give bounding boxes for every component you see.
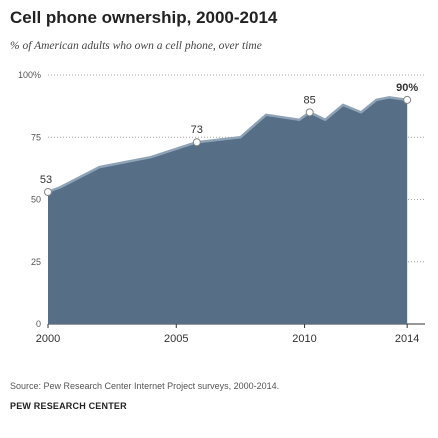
y-axis: 0 25 50 75 100% [18,70,41,329]
chart-subtitle: % of American adults who own a cell phon… [10,40,262,52]
x-axis: 2000 2005 2010 2014 [36,324,419,345]
label-layer: 53 73 85 90% [40,82,419,186]
chart-title: Cell phone ownership, 2000-2014 [10,8,278,27]
data-label: 90% [396,82,418,94]
area-layer [47,96,408,325]
data-point-marker [305,108,314,117]
x-tick-label: 2010 [292,333,316,345]
data-point-marker [403,95,412,104]
data-label: 53 [40,174,52,186]
y-tick-label: 50 [31,195,41,205]
x-tick-label: 2000 [36,333,60,345]
y-tick-label: 0 [36,319,41,329]
area-line [47,96,408,194]
area-fill [48,97,408,325]
data-point-marker [192,138,201,147]
data-label: 73 [191,124,203,136]
y-tick-label: 100% [18,70,41,80]
data-label: 85 [304,94,316,106]
y-tick-label: 25 [31,257,41,267]
marker-layer [44,95,412,197]
x-tick-label: 2005 [164,333,188,345]
x-tick-label: 2014 [395,333,419,345]
y-tick-label: 75 [31,132,41,142]
brand-label: PEW RESEARCH CENTER [10,401,127,411]
source-note: Source: Pew Research Center Internet Pro… [10,381,280,391]
data-point-marker [44,188,52,197]
